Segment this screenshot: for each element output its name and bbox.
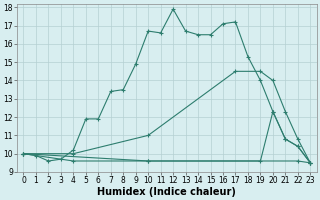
X-axis label: Humidex (Indice chaleur): Humidex (Indice chaleur) [98,187,236,197]
